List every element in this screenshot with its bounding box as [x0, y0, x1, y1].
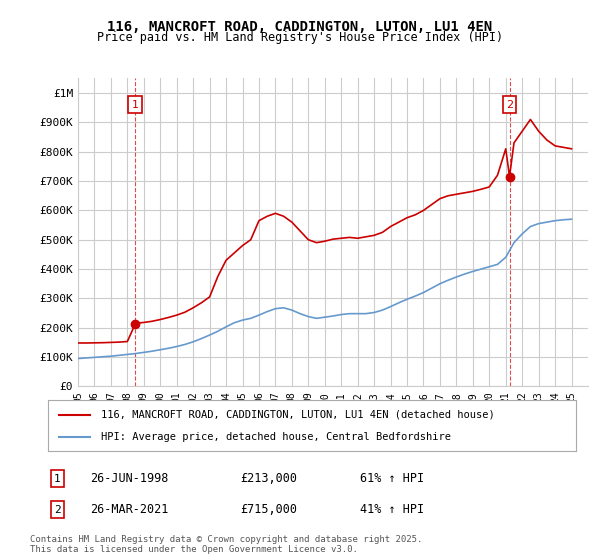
- Text: 26-MAR-2021: 26-MAR-2021: [90, 503, 169, 516]
- Text: 116, MANCROFT ROAD, CADDINGTON, LUTON, LU1 4EN (detached house): 116, MANCROFT ROAD, CADDINGTON, LUTON, L…: [101, 409, 494, 419]
- Text: 26-JUN-1998: 26-JUN-1998: [90, 472, 169, 486]
- Text: 1: 1: [54, 474, 61, 484]
- Text: £715,000: £715,000: [240, 503, 297, 516]
- Text: HPI: Average price, detached house, Central Bedfordshire: HPI: Average price, detached house, Cent…: [101, 432, 451, 442]
- Text: 2: 2: [506, 100, 513, 110]
- Text: £213,000: £213,000: [240, 472, 297, 486]
- Text: Price paid vs. HM Land Registry's House Price Index (HPI): Price paid vs. HM Land Registry's House …: [97, 31, 503, 44]
- Text: 41% ↑ HPI: 41% ↑ HPI: [360, 503, 424, 516]
- Text: 116, MANCROFT ROAD, CADDINGTON, LUTON, LU1 4EN: 116, MANCROFT ROAD, CADDINGTON, LUTON, L…: [107, 20, 493, 34]
- Text: 2: 2: [54, 505, 61, 515]
- Text: 1: 1: [132, 100, 139, 110]
- Text: 61% ↑ HPI: 61% ↑ HPI: [360, 472, 424, 486]
- Text: Contains HM Land Registry data © Crown copyright and database right 2025.
This d: Contains HM Land Registry data © Crown c…: [30, 535, 422, 554]
